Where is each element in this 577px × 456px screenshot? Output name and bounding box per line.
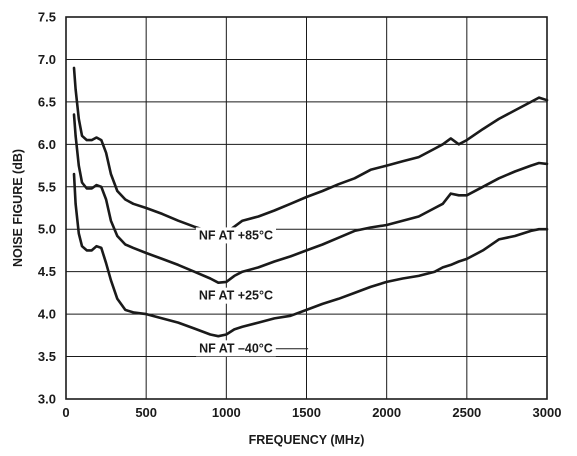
y-tick-label: 3.5 xyxy=(38,349,56,364)
annotation-background xyxy=(196,340,276,357)
y-tick-label: 7.5 xyxy=(38,10,56,25)
annotation-background xyxy=(195,287,277,304)
y-tick-label: 6.5 xyxy=(38,94,56,109)
series-line-1 xyxy=(72,66,549,235)
y-tick-label: 4.5 xyxy=(38,264,56,279)
x-tick-label: 1000 xyxy=(212,405,241,420)
x-tick-label: 0 xyxy=(62,405,69,420)
tick-labels: 0 500 1000 1500 2000 2500 3000 3.0 3.5 4.0 4.5 5.0 5… xyxy=(38,10,562,421)
y-tick-label: 4.0 xyxy=(38,307,56,322)
x-tick-label: 500 xyxy=(135,405,157,420)
series-annotation-label: NF AT +85°C xyxy=(199,228,273,242)
y-tick-label: 5.5 xyxy=(38,179,56,194)
series-line-3 xyxy=(72,172,549,338)
series-lines xyxy=(72,66,549,338)
y-tick-label: 6.0 xyxy=(38,137,56,152)
series-annotation-label: NF AT –40°C xyxy=(199,341,273,355)
x-tick-label: 3000 xyxy=(533,405,562,420)
y-tick-label: 7.0 xyxy=(38,52,56,67)
series-annotations: NF AT +85°C NF AT +25°C NF AT –40°C xyxy=(195,227,309,357)
series-line-2 xyxy=(72,113,549,285)
annotation-background xyxy=(195,227,277,244)
y-tick-label: 3.0 xyxy=(38,392,56,407)
x-axis-title: FREQUENCY (MHz) xyxy=(249,433,365,447)
x-tick-label: 1500 xyxy=(292,405,321,420)
x-tick-label: 2000 xyxy=(372,405,401,420)
series-annotation-label: NF AT +25°C xyxy=(199,289,273,303)
y-tick-label: 5.0 xyxy=(38,222,56,237)
grid-lines xyxy=(65,16,548,400)
plot-frame xyxy=(65,16,548,400)
x-tick-label: 2500 xyxy=(452,405,481,420)
y-axis-title: NOISE FIGURE (dB) xyxy=(11,149,25,267)
